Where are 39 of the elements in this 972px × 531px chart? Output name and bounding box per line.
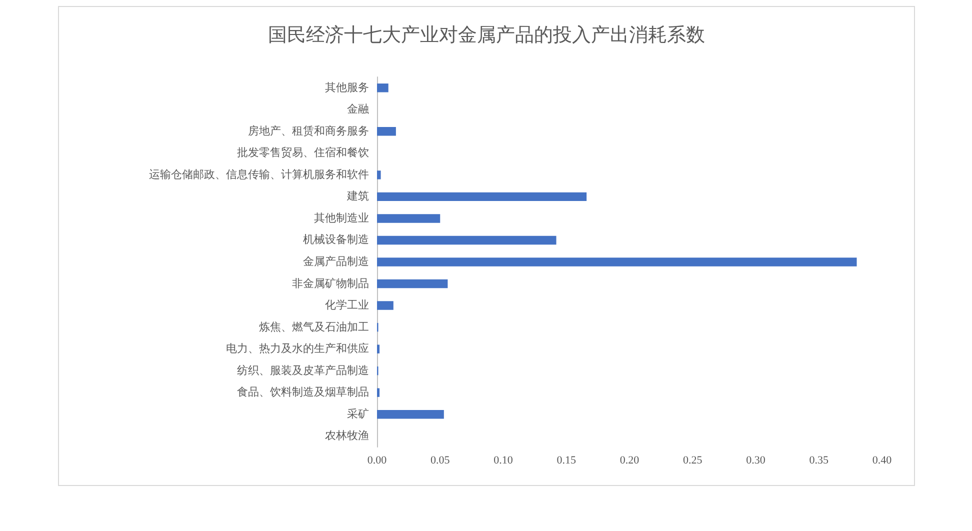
y-tick-label: 非金属矿物制品 — [292, 276, 369, 290]
bar — [377, 170, 381, 180]
chart-title: 国民经济十七大产业对金属产品的投入产出消耗系数 — [268, 24, 705, 46]
x-tick-label: 0.25 — [683, 454, 703, 466]
x-tick-label: 0.40 — [872, 454, 892, 466]
bar — [377, 344, 380, 354]
x-tick-label: 0.10 — [494, 454, 514, 466]
y-tick-label: 炼焦、燃气及石油加工 — [259, 320, 369, 334]
x-tick-label: 0.30 — [746, 454, 766, 466]
x-tick-label: 0.15 — [556, 454, 576, 466]
y-tick-label: 房地产、租赁和商务服务 — [248, 124, 369, 138]
bar — [377, 410, 444, 419]
x-tick-label: 0.00 — [367, 454, 388, 466]
y-tick-label: 纺织、服装及皮革产品制造 — [237, 364, 369, 377]
bar — [377, 192, 587, 202]
bar — [377, 127, 396, 136]
bar — [377, 388, 380, 397]
bar — [377, 258, 857, 266]
y-tick-label: 运输仓储邮政、信息传输、计算机服务和软件 — [149, 168, 369, 181]
x-tick-label: 0.05 — [430, 454, 450, 466]
bar — [377, 214, 440, 223]
y-tick-label: 建筑 — [346, 190, 369, 203]
bar — [377, 236, 556, 245]
x-tick-label: 0.20 — [620, 454, 640, 466]
y-tick-label: 采矿 — [347, 407, 369, 420]
x-tick-label: 0.35 — [809, 454, 829, 466]
y-tick-label: 其他服务 — [325, 80, 369, 94]
y-tick-label: 金属产品制造 — [303, 255, 369, 268]
y-tick-label: 金融 — [347, 104, 369, 116]
y-tick-label: 化学工业 — [325, 298, 369, 312]
y-tick-label: 食品、饮料制造及烟草制品 — [237, 386, 369, 399]
bar — [377, 301, 394, 310]
bar — [377, 84, 388, 92]
y-tick-label: 批发零售贸易、住宿和餐饮 — [237, 146, 369, 160]
bar — [377, 279, 448, 288]
y-tick-label: 农林牧渔 — [325, 429, 369, 442]
y-tick-label: 电力、热力及水的生产和供应 — [226, 342, 369, 356]
y-tick-label: 其他制造业 — [314, 211, 369, 224]
y-tick-label: 机械设备制造 — [303, 233, 369, 246]
